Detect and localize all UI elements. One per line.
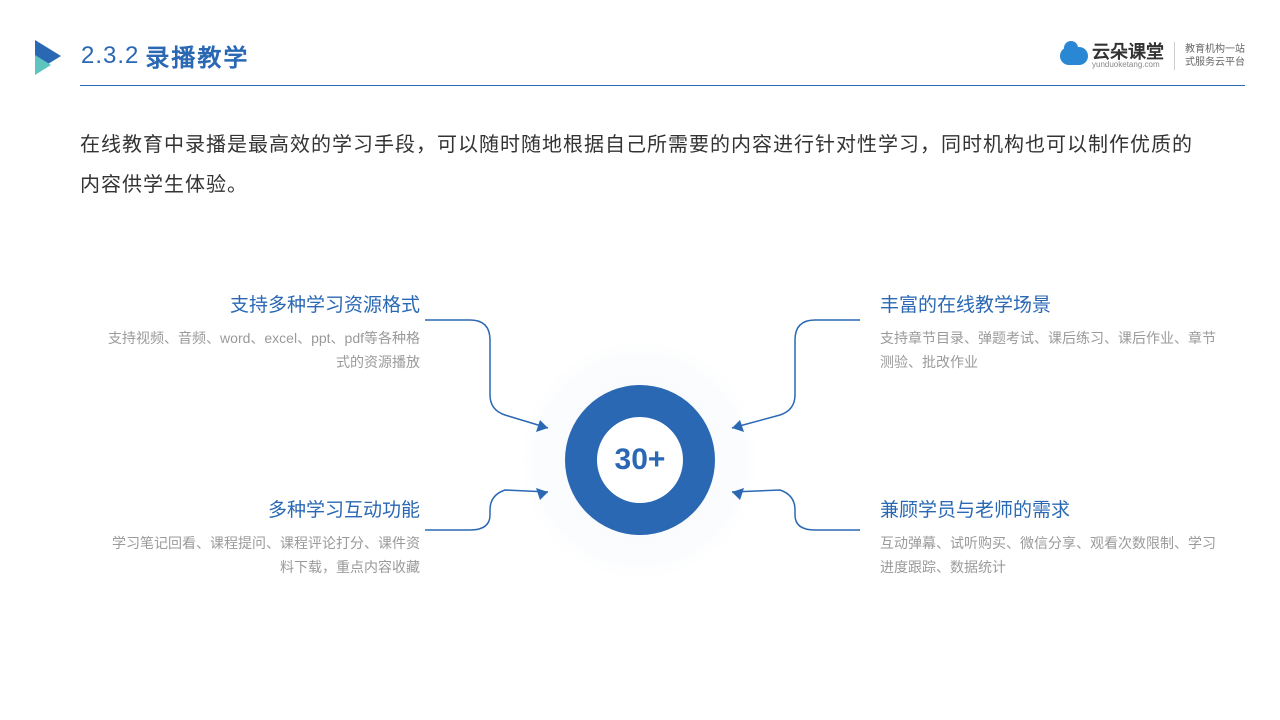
feature-desc: 互动弹幕、试听购买、微信分享、观看次数限制、学习进度跟踪、数据统计 [880,532,1220,580]
feature-top-left: 支持多种学习资源格式 支持视频、音频、word、excel、ppt、pdf等各种… [100,290,420,375]
section-title: 录播教学 [145,38,249,73]
connector-tr [732,320,860,428]
logo-text: 云朵课堂 yunduoketang.com [1092,43,1164,69]
feature-title: 丰富的在线教学场景 [880,290,1220,317]
cloud-logo-icon: 云朵课堂 yunduoketang.com [1060,43,1164,69]
feature-bottom-right: 兼顾学员与老师的需求 互动弹幕、试听购买、微信分享、观看次数限制、学习进度跟踪、… [880,495,1220,580]
feature-desc: 支持章节目录、弹题考试、课后练习、课后作业、章节测验、批改作业 [880,327,1220,375]
brand-logo: 云朵课堂 yunduoketang.com 教育机构一站 式服务云平台 [1060,42,1245,70]
feature-bottom-left: 多种学习互动功能 学习笔记回看、课程提问、课程评论打分、课件资料下载，重点内容收… [100,495,420,580]
intro-paragraph: 在线教育中录播是最高效的学习手段，可以随时随地根据自己所需要的内容进行针对性学习… [80,125,1200,205]
slide-header: 2.3.2 录播教学 云朵课堂 yunduoketang.com 教育机构一站 … [35,38,1245,73]
feature-diagram: 30+ 支持多种学习资源格式 支持视频、音频、word、excel、ppt、pd… [0,260,1280,660]
center-ring: 30+ [565,385,715,535]
feature-title: 多种学习互动功能 [100,495,420,522]
section-number: 2.3.2 [81,42,139,70]
cloud-icon [1060,47,1088,65]
feature-desc: 学习笔记回看、课程提问、课程评论打分、课件资料下载，重点内容收藏 [100,532,420,580]
center-label: 30+ [615,443,666,477]
logo-divider [1174,42,1175,70]
logo-name: 云朵课堂 [1092,43,1164,61]
feature-top-right: 丰富的在线教学场景 支持章节目录、弹题考试、课后练习、课后作业、章节测验、批改作… [880,290,1220,375]
feature-title: 兼顾学员与老师的需求 [880,495,1220,522]
title-wrap: 2.3.2 录播教学 [35,38,249,73]
play-triangle-icon [35,40,61,72]
feature-title: 支持多种学习资源格式 [100,290,420,317]
title-underline [80,85,1245,86]
logo-tag-line2: 式服务云平台 [1185,56,1245,69]
logo-domain: yunduoketang.com [1092,61,1164,69]
feature-desc: 支持视频、音频、word、excel、ppt、pdf等各种格式的资源播放 [100,327,420,375]
logo-tag-line1: 教育机构一站 [1185,43,1245,56]
logo-tagline: 教育机构一站 式服务云平台 [1185,43,1245,69]
